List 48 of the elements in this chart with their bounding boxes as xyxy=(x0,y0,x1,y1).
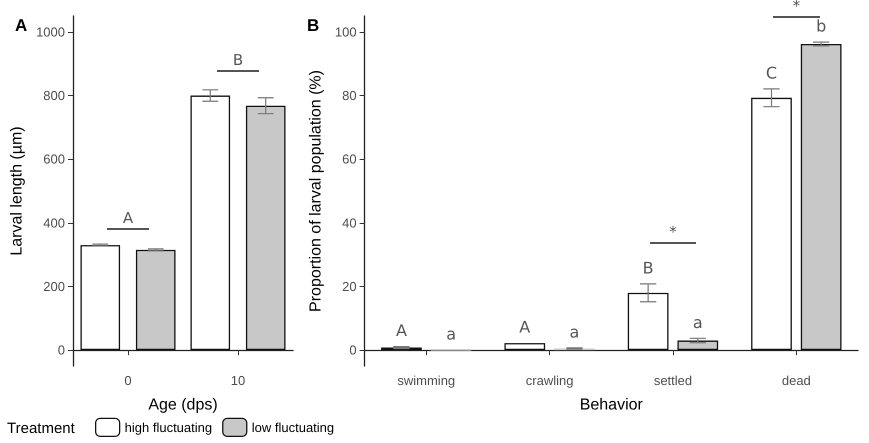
x-tick-label: dead xyxy=(782,373,811,388)
chart-title: B xyxy=(307,16,320,35)
data-label: a xyxy=(570,322,580,342)
legend-label: low fluctuating xyxy=(252,420,334,435)
y-tick-label: 200 xyxy=(43,278,65,294)
y-tick-label: 20 xyxy=(342,278,357,294)
legend-label: high fluctuating xyxy=(124,420,212,435)
y-tick-label: 0 xyxy=(58,342,65,358)
x-tick-label: crawling xyxy=(526,373,574,388)
y-tick-label: 0 xyxy=(349,342,357,358)
x-tick-label: settled xyxy=(654,373,692,388)
x-tick-label: 0 xyxy=(124,373,132,388)
text: * xyxy=(792,0,800,15)
annotation: B xyxy=(232,51,244,70)
annotation: * xyxy=(669,222,677,241)
x-tick-label: swimming xyxy=(397,373,456,388)
bar xyxy=(751,98,792,350)
x-axis-title: Age (dps) xyxy=(148,396,218,414)
bar xyxy=(246,106,286,350)
y-tick-label: 80 xyxy=(342,88,357,104)
y-tick-label: 600 xyxy=(43,152,65,167)
data-label: b xyxy=(816,16,826,36)
bar xyxy=(504,343,546,350)
bar xyxy=(136,250,176,350)
x-tick-label: 10 xyxy=(230,373,246,388)
bar xyxy=(190,96,230,350)
data-label: A xyxy=(519,318,530,337)
y-tick-label: 100 xyxy=(334,24,357,40)
y-tick-label: 1000 xyxy=(36,24,65,40)
y-tick-label: 800 xyxy=(43,88,65,104)
y-axis-title: Proportion of larval population (%) xyxy=(308,70,324,312)
y-tick-label: 400 xyxy=(43,215,65,230)
data-label: A xyxy=(396,321,407,340)
data-label: a xyxy=(692,312,703,332)
legend-title: Treatment xyxy=(7,420,76,437)
y-axis-title: Larval length (µm) xyxy=(8,126,26,256)
x-axis-title: Behavior xyxy=(580,396,644,414)
data-label: a xyxy=(446,324,456,344)
bar xyxy=(628,292,668,350)
data-label: C xyxy=(766,63,778,82)
y-tick-label: 40 xyxy=(342,215,357,230)
bar xyxy=(80,245,120,350)
bar xyxy=(677,340,718,350)
annotation: A xyxy=(122,208,134,227)
data-label: B xyxy=(642,258,654,278)
y-tick-label: 60 xyxy=(342,152,357,167)
chart-title: A xyxy=(15,16,28,35)
bar xyxy=(800,44,842,350)
